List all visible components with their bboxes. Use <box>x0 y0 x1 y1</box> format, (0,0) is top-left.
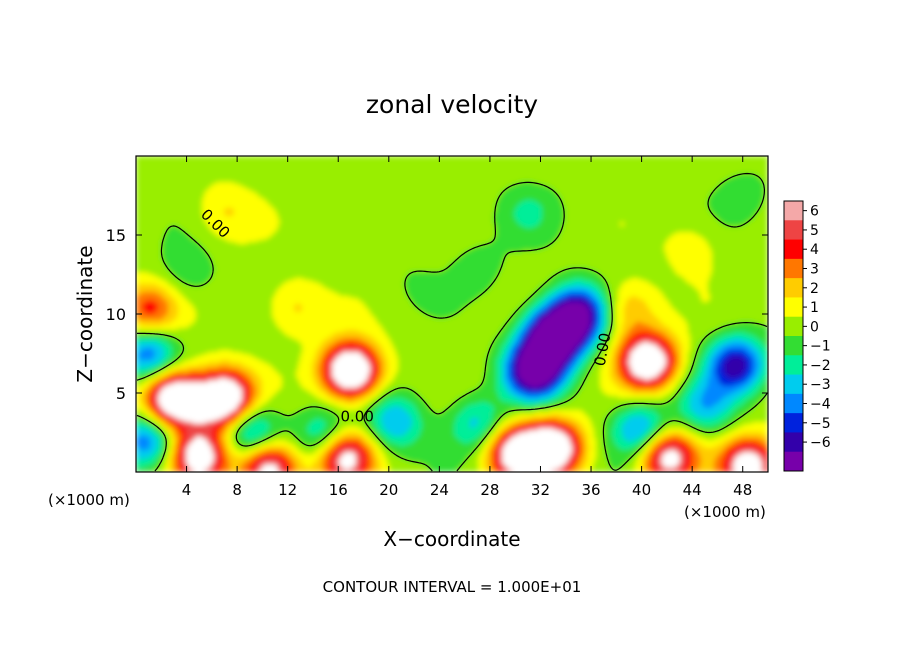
colorbar-tick-label: 4 <box>810 242 819 258</box>
heatmap-plot <box>136 156 768 472</box>
contour-interval-note: CONTOUR INTERVAL = 1.000E+01 <box>323 578 582 596</box>
colorbar-swatch <box>784 336 803 356</box>
colorbar-swatch <box>784 451 803 472</box>
colorbar-swatch <box>784 316 803 337</box>
y-tick-label: 10 <box>106 305 126 324</box>
heatmap-image <box>136 156 768 472</box>
colorbar-swatch <box>784 239 803 260</box>
zero-contour-line <box>136 172 768 472</box>
colorbar-tick-label: −2 <box>810 358 831 374</box>
colorbar-swatch <box>784 278 803 298</box>
colorbar-swatch <box>784 374 803 395</box>
x-tick-label: 20 <box>379 481 398 499</box>
colorbar-tick-label: 0 <box>810 319 819 335</box>
x-tick-label: 8 <box>232 481 242 499</box>
colorbar-swatch <box>784 432 803 453</box>
x-tick-label: 12 <box>278 481 297 499</box>
x-axis-label: X−coordinate <box>383 527 520 551</box>
colorbar-tick-label: −1 <box>810 339 831 355</box>
colorbar-tick-label: 1 <box>810 300 819 316</box>
x-tick-label: 40 <box>632 481 651 499</box>
chart-title: zonal velocity <box>366 90 538 119</box>
colorbar-swatch <box>784 201 803 221</box>
colorbar-tick-label: −3 <box>810 377 831 393</box>
colorbar-swatch <box>784 413 803 433</box>
contour-label: 0.00 <box>591 331 615 367</box>
colorbar-tick-label: 2 <box>810 281 819 297</box>
contour-label: 0.00 <box>340 407 373 425</box>
y-axis-label: Z−coordinate <box>73 245 97 382</box>
colorbar-tick-label: 6 <box>810 204 819 220</box>
x-tick-label: 32 <box>531 481 550 499</box>
x-unit-right: (×1000 m) <box>684 503 766 521</box>
x-unit-left: (×1000 m) <box>48 491 130 509</box>
x-tick-label: 4 <box>182 481 192 499</box>
colorbar-swatch <box>784 393 803 414</box>
x-tick-label: 44 <box>683 481 702 499</box>
colorbar-swatch <box>784 297 803 318</box>
x-tick-label: 16 <box>329 481 348 499</box>
x-tick-label: 36 <box>581 481 600 499</box>
y-tick-label: 5 <box>116 384 126 403</box>
y-tick-label: 15 <box>106 226 126 245</box>
colorbar-tick-label: 5 <box>810 223 819 239</box>
colorbar-tick-label: 3 <box>810 262 819 278</box>
colorbar-swatch <box>784 355 803 376</box>
colorbar-tick-label: −6 <box>810 435 831 451</box>
x-tick-label: 48 <box>733 481 752 499</box>
colorbar-tick-label: −4 <box>810 397 831 413</box>
x-tick-label: 28 <box>480 481 499 499</box>
colorbar-frame <box>783 200 804 472</box>
colorbar-swatch <box>784 258 803 279</box>
colorbar-tick-label: −5 <box>810 416 831 432</box>
colorbar-swatch <box>784 220 803 241</box>
x-tick-label: 24 <box>430 481 449 499</box>
zero-contours <box>136 172 768 472</box>
colorbar: 6 5 4 3 2 1 0 −1 −2 −3 −4 −5 −6 <box>783 200 831 472</box>
y-axis: 5 10 15 <box>106 226 768 403</box>
x-axis: 4 8 12 16 20 24 28 32 36 40 44 48 <box>182 156 752 499</box>
